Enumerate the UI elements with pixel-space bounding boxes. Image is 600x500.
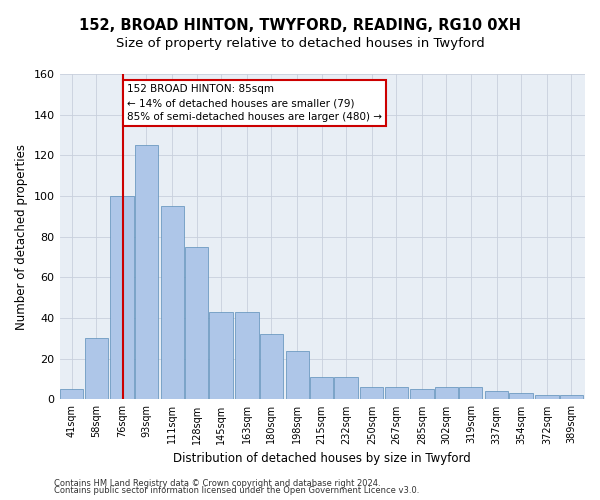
Bar [185, 247, 208, 400]
Y-axis label: Number of detached properties: Number of detached properties [15, 144, 28, 330]
Text: 152, BROAD HINTON, TWYFORD, READING, RG10 0XH: 152, BROAD HINTON, TWYFORD, READING, RG1… [79, 18, 521, 32]
Bar [485, 392, 508, 400]
Bar [286, 350, 309, 400]
Bar [560, 396, 583, 400]
Bar [110, 196, 134, 400]
Text: Contains HM Land Registry data © Crown copyright and database right 2024.: Contains HM Land Registry data © Crown c… [54, 478, 380, 488]
Bar [60, 390, 83, 400]
Bar [260, 334, 283, 400]
Bar [235, 312, 259, 400]
Bar [459, 387, 482, 400]
Text: 152 BROAD HINTON: 85sqm
← 14% of detached houses are smaller (79)
85% of semi-de: 152 BROAD HINTON: 85sqm ← 14% of detache… [127, 84, 382, 122]
Bar [209, 312, 233, 400]
Bar [360, 387, 383, 400]
Bar [509, 394, 533, 400]
Text: Size of property relative to detached houses in Twyford: Size of property relative to detached ho… [116, 38, 484, 51]
Bar [334, 377, 358, 400]
Bar [135, 145, 158, 400]
Bar [85, 338, 108, 400]
Text: Contains public sector information licensed under the Open Government Licence v3: Contains public sector information licen… [54, 486, 419, 495]
Bar [435, 387, 458, 400]
Bar [310, 377, 333, 400]
Bar [161, 206, 184, 400]
Bar [535, 396, 559, 400]
Bar [410, 390, 434, 400]
X-axis label: Distribution of detached houses by size in Twyford: Distribution of detached houses by size … [173, 452, 471, 465]
Bar [385, 387, 408, 400]
